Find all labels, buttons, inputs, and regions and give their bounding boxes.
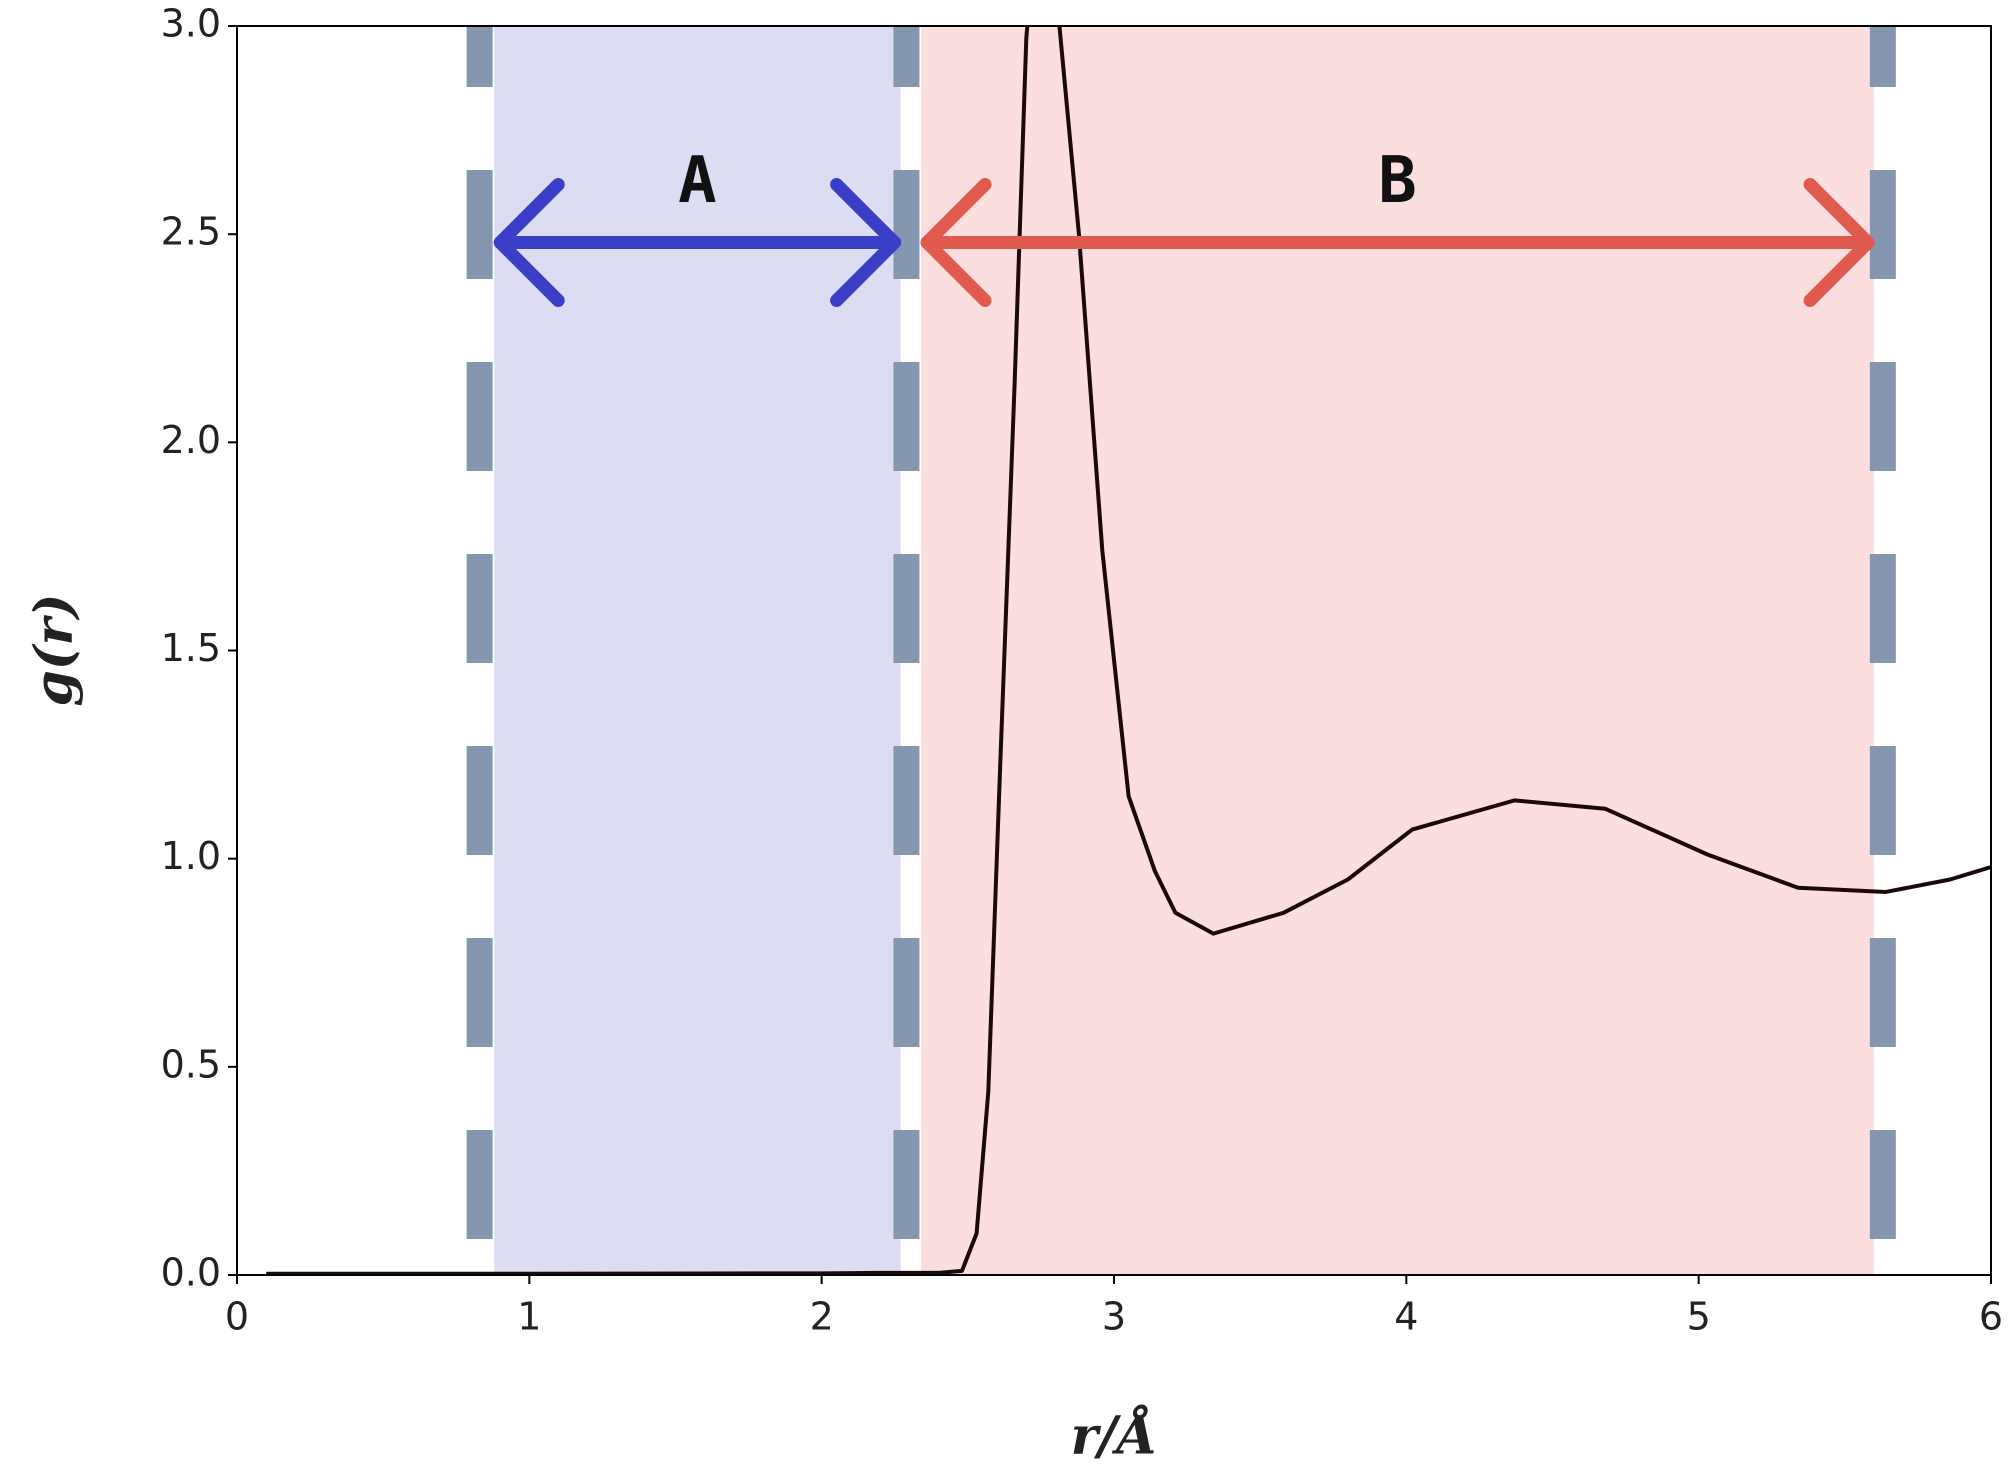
y-tick-label: 1.0 <box>161 834 221 878</box>
x-tick-label: 1 <box>517 1295 541 1339</box>
x-tick-label: 6 <box>1979 1295 2003 1339</box>
y-tick-label: 0.5 <box>161 1042 221 1086</box>
y-tick-label: 3.0 <box>161 2 221 46</box>
x-tick-label: 5 <box>1687 1295 1711 1339</box>
arrow-head <box>830 177 902 307</box>
y-axis-label: g(r) <box>24 594 85 707</box>
y-tick-label: 2.0 <box>161 418 221 462</box>
data-line <box>266 26 1991 1275</box>
region <box>494 26 901 1275</box>
y-tick-label: 2.5 <box>161 210 221 254</box>
y-tick-label: 0.0 <box>161 1251 221 1295</box>
arrow-head <box>493 177 565 307</box>
x-tick-label: 4 <box>1394 1295 1418 1339</box>
y-tick-label: 1.5 <box>161 626 221 670</box>
x-tick-label: 3 <box>1102 1295 1126 1339</box>
x-tick-label: 2 <box>810 1295 834 1339</box>
arrow-head <box>920 177 992 307</box>
x-axis-label: r/Å <box>1071 1405 1158 1467</box>
arrow-head <box>1803 177 1875 307</box>
x-tick-label: 0 <box>225 1295 249 1339</box>
region-label: A <box>678 144 717 218</box>
region-label: B <box>1378 144 1417 218</box>
